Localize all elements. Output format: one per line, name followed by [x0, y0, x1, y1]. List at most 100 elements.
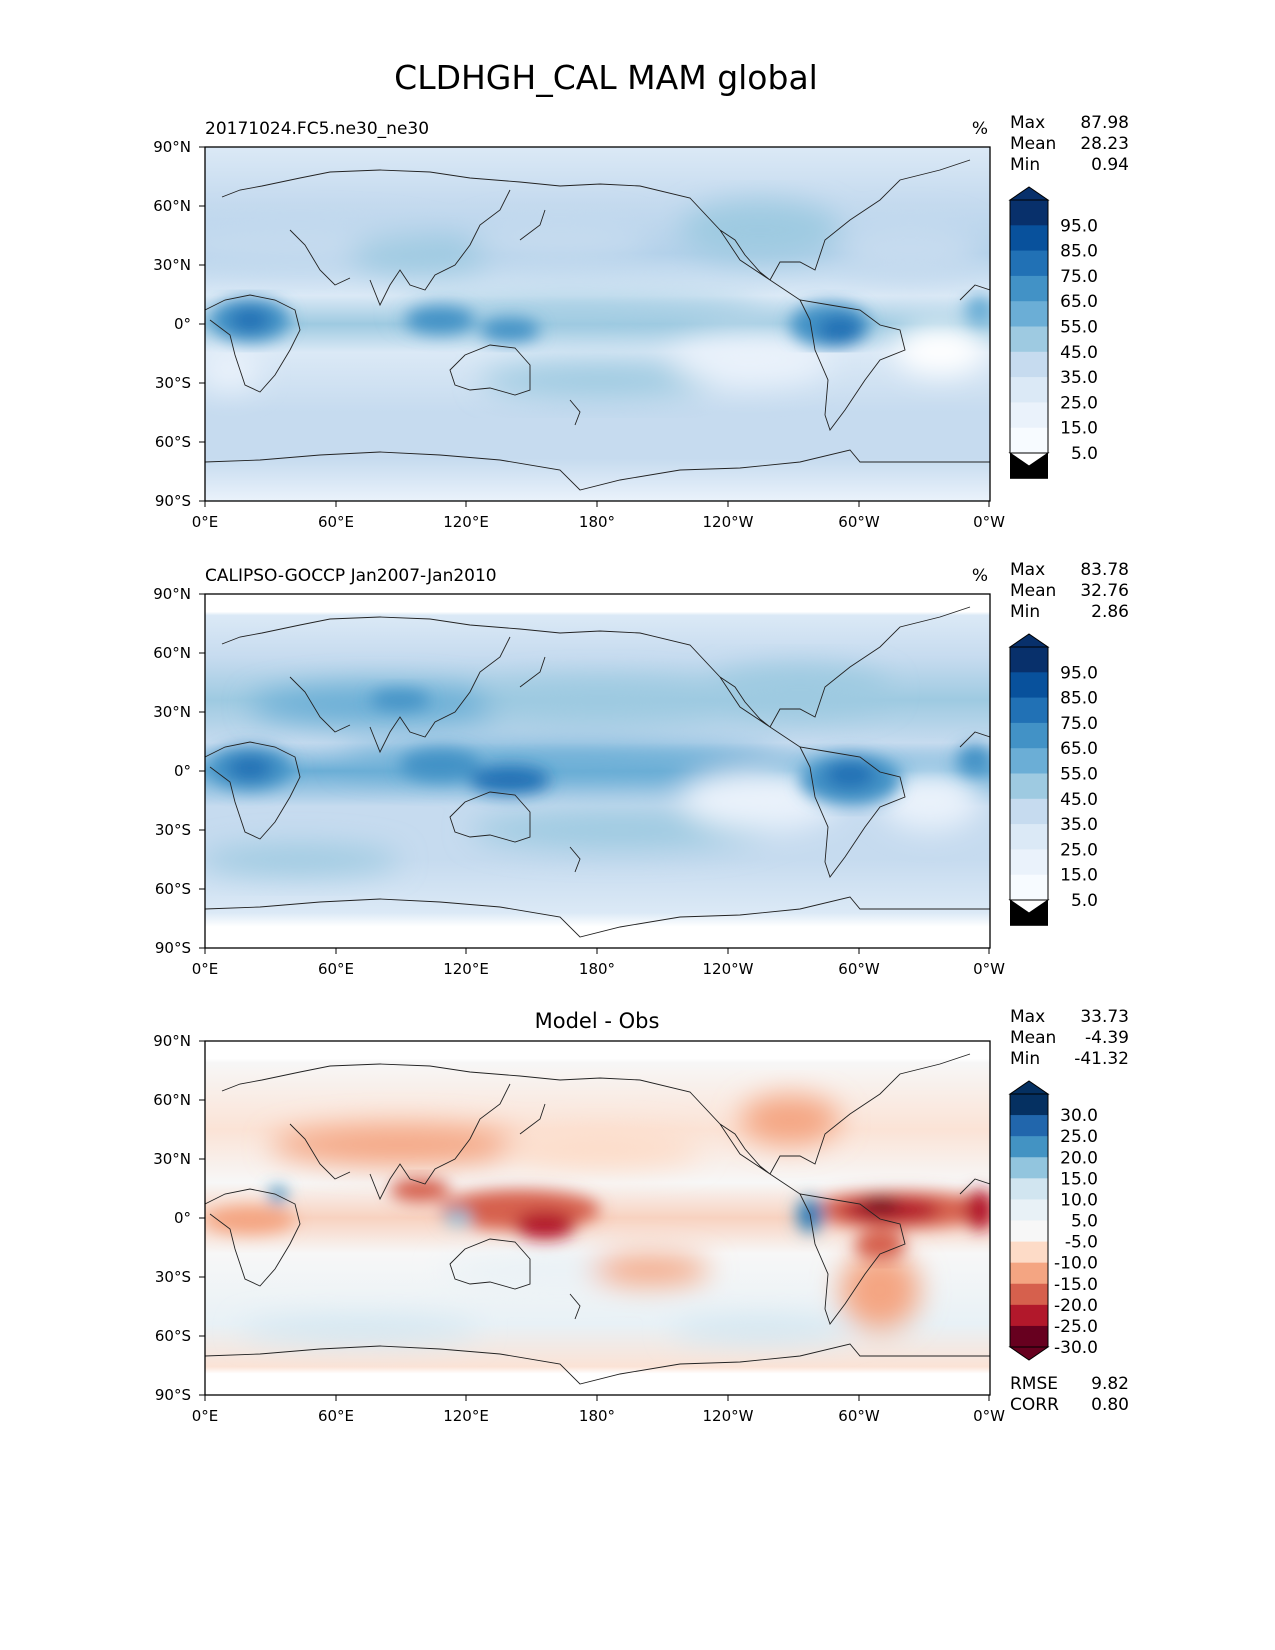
colorbar-segment — [1010, 1115, 1048, 1137]
panel-obs-units: % — [972, 566, 988, 586]
x-tick-label: 60°W — [838, 513, 880, 531]
colorbar-segment — [1010, 377, 1048, 403]
stat-mean-value: 32.76 — [1080, 581, 1129, 601]
x-tick-label: 0°E — [192, 960, 219, 978]
x-tick-label: 180° — [579, 513, 615, 531]
x-tick-label: 120°E — [443, 1407, 489, 1425]
colorbar-segment — [1010, 647, 1048, 673]
colorbar-label: 45.0 — [1060, 790, 1098, 810]
x-axis-obs: 0°E 60°E 120°E 180° 120°W 60°W 0°W — [192, 948, 1005, 978]
colorbar-extend-top — [1008, 633, 1050, 648]
colorbar-segment — [1010, 1199, 1048, 1221]
stat-min-label: Min — [1010, 1049, 1040, 1069]
stat-mean-label: Mean — [1010, 134, 1056, 154]
y-tick-label: 30°N — [153, 703, 191, 721]
y-tick-label: 60°S — [155, 433, 191, 451]
x-tick-label: 0°E — [192, 513, 219, 531]
stat-mean-label: Mean — [1010, 581, 1056, 601]
colorbar-segment — [1010, 402, 1048, 429]
stat-max-value: 87.98 — [1080, 113, 1129, 133]
y-tick-label: 60°S — [155, 1327, 191, 1345]
x-axis-model: 0°E 60°E 120°E 180° 120°W 60°W 0°W — [192, 501, 1005, 531]
colorbar-label: 20.0 — [1060, 1148, 1098, 1168]
colorbar-segment — [1010, 1325, 1048, 1348]
colorbar-label: 85.0 — [1060, 689, 1098, 709]
colorbar-segment — [1010, 301, 1048, 327]
y-tick-label: 30°S — [155, 821, 191, 839]
colorbar-segment — [1010, 824, 1048, 850]
stat-max-label: Max — [1010, 1007, 1045, 1027]
colorbar-segment — [1010, 1283, 1048, 1306]
map-field-diff — [205, 1041, 990, 1395]
stat-min-value: 2.86 — [1091, 602, 1129, 622]
y-tick-label: 90°S — [155, 1386, 191, 1404]
panel-model-units: % — [972, 119, 988, 139]
colorbar-segment — [1010, 1241, 1048, 1264]
rmse-value: 9.82 — [1091, 1374, 1129, 1394]
stat-min-value: -41.32 — [1074, 1049, 1129, 1069]
x-tick-label: 120°E — [443, 960, 489, 978]
colorbar-segment — [1010, 1178, 1048, 1200]
y-axis-obs: 90°N 60°N 30°N 0° 30°S 60°S 90°S — [153, 585, 205, 957]
colorbar-obs: 95.0 85.0 75.0 65.0 55.0 45.0 35.0 25.0 … — [1008, 633, 1098, 926]
colorbar-segment — [1010, 874, 1048, 901]
map-field-model — [205, 147, 990, 501]
colorbar-label: 55.0 — [1060, 765, 1098, 785]
colorbar-segment — [1010, 722, 1048, 749]
coastlines-obs — [205, 606, 990, 938]
colorbar-label: -10.0 — [1054, 1254, 1098, 1274]
x-tick-label: 60°W — [838, 960, 880, 978]
y-tick-label: 90°N — [153, 585, 191, 603]
y-tick-label: 0° — [174, 315, 191, 333]
y-tick-label: 90°S — [155, 939, 191, 957]
y-tick-label: 0° — [174, 762, 191, 780]
figure-title: CLDHGH_CAL MAM global — [394, 58, 818, 97]
colorbar-label: 35.0 — [1060, 368, 1098, 388]
x-tick-label: 60°E — [318, 960, 354, 978]
colorbar-label: -25.0 — [1054, 1317, 1098, 1337]
stat-min-label: Min — [1010, 602, 1040, 622]
stat-max-label: Max — [1010, 113, 1045, 133]
colorbar-label: -5.0 — [1065, 1233, 1098, 1253]
x-tick-label: 0°W — [973, 960, 1005, 978]
colorbar-segment — [1010, 1262, 1048, 1285]
colorbar-segment — [1010, 200, 1048, 226]
y-tick-label: 30°N — [153, 1150, 191, 1168]
x-tick-label: 0°E — [192, 1407, 219, 1425]
colorbar-segment — [1010, 798, 1048, 825]
panel-obs: CALIPSO-GOCCP Jan2007-Jan2010 % Max 83.7… — [153, 560, 1129, 978]
x-tick-label: 180° — [579, 960, 615, 978]
colorbar-segment — [1010, 1157, 1048, 1179]
map-field-obs — [205, 594, 990, 948]
corr-value: 0.80 — [1091, 1395, 1129, 1415]
stat-min-value: 0.94 — [1091, 155, 1129, 175]
stat-max-value: 83.78 — [1080, 560, 1129, 580]
y-tick-label: 90°N — [153, 1032, 191, 1050]
colorbar-segment — [1010, 849, 1048, 876]
colorbar-label: 85.0 — [1060, 242, 1098, 262]
corr-label: CORR — [1010, 1395, 1059, 1415]
x-tick-label: 120°W — [703, 960, 754, 978]
y-axis-model: 90°N 60°N 30°N 0° 30°S 60°S 90°S — [153, 138, 205, 510]
coastlines-model — [205, 159, 990, 491]
colorbar-label: 35.0 — [1060, 815, 1098, 835]
x-tick-label: 60°W — [838, 1407, 880, 1425]
colorbar-segment — [1010, 773, 1048, 800]
colorbar-label: 5.0 — [1071, 444, 1098, 464]
y-tick-label: 30°N — [153, 256, 191, 274]
colorbar-segment — [1010, 351, 1048, 378]
stat-min-label: Min — [1010, 155, 1040, 175]
x-tick-label: 0°W — [973, 513, 1005, 531]
x-tick-label: 60°E — [318, 1407, 354, 1425]
panel-diff-title: Model - Obs — [535, 1009, 660, 1033]
colorbar-label: 15.0 — [1060, 419, 1098, 439]
colorbar-label: 55.0 — [1060, 318, 1098, 338]
colorbar-segment — [1010, 225, 1048, 252]
rmse-label: RMSE — [1010, 1374, 1058, 1394]
colorbar-segment — [1010, 1220, 1048, 1243]
colorbar-label: 65.0 — [1060, 292, 1098, 312]
panel-model: 20171024.FC5.ne30_ne30 % Max 87.98 Mean … — [153, 113, 1129, 531]
colorbar-label: 25.0 — [1060, 1127, 1098, 1147]
colorbar-label: -20.0 — [1054, 1296, 1098, 1316]
colorbar-label: 15.0 — [1060, 1169, 1098, 1189]
